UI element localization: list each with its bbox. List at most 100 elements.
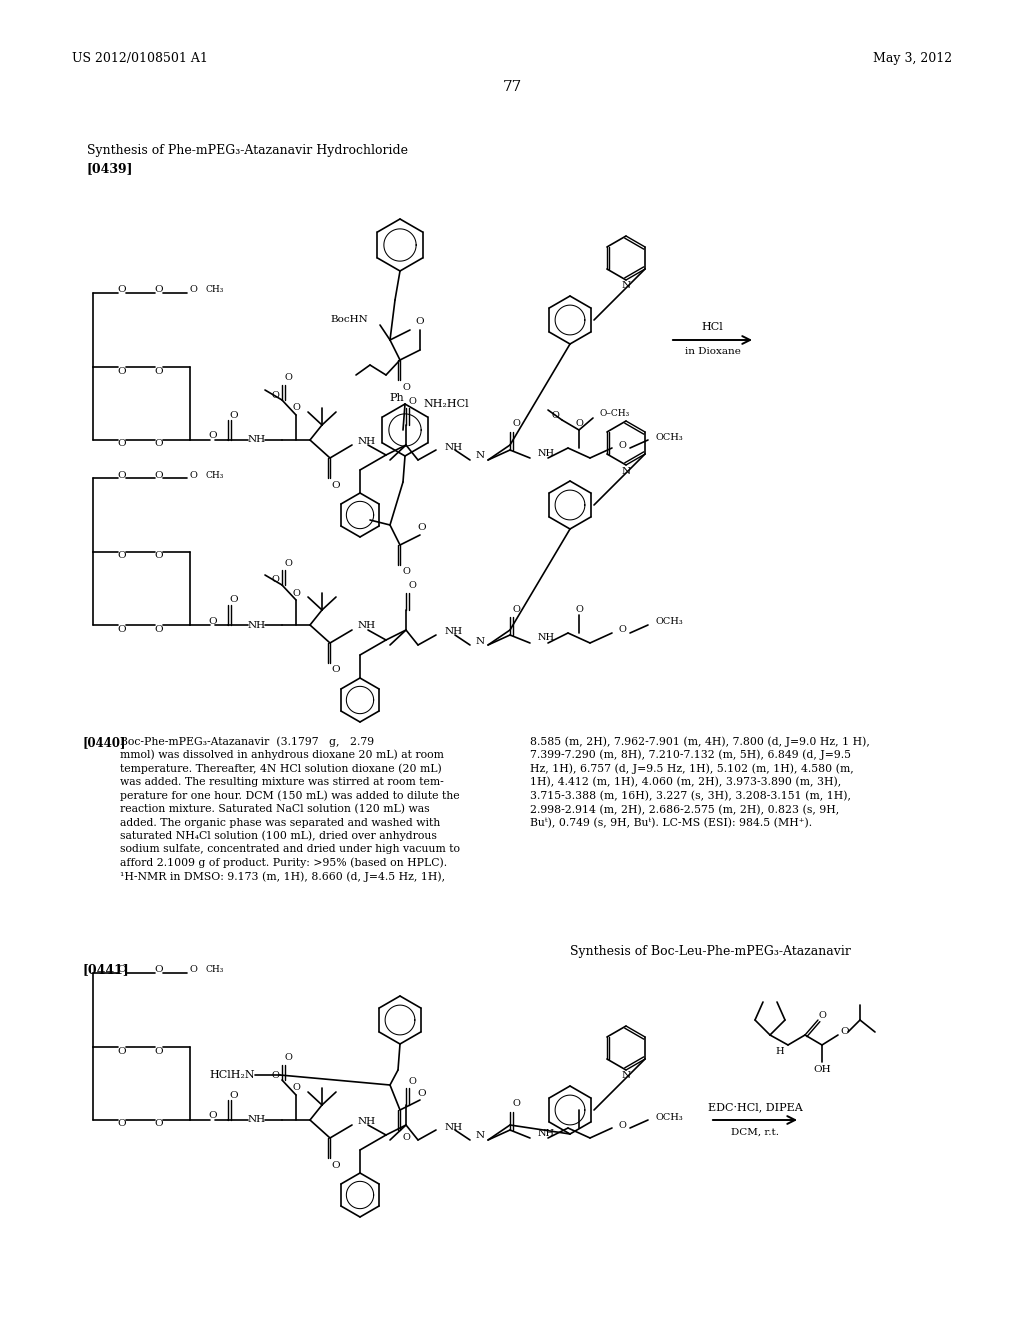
- Text: NH: NH: [248, 1115, 266, 1125]
- Text: O: O: [284, 374, 292, 383]
- Text: OCH₃: OCH₃: [655, 1113, 683, 1122]
- Text: HCl: HCl: [701, 322, 723, 333]
- Text: EDC·HCl, DIPEA: EDC·HCl, DIPEA: [708, 1102, 803, 1111]
- Text: O: O: [229, 1090, 239, 1100]
- Text: O: O: [418, 524, 426, 532]
- Text: O: O: [408, 1077, 416, 1085]
- Text: N: N: [475, 636, 484, 645]
- Text: OH: OH: [813, 1065, 830, 1074]
- Text: O: O: [155, 1119, 163, 1129]
- Text: Boc-Phe-mPEG₃-Atazanavir  (3.1797   g,   2.79
mmol) was dissolved in anhydrous d: Boc-Phe-mPEG₃-Atazanavir (3.1797 g, 2.79…: [120, 737, 460, 882]
- Text: N: N: [475, 451, 484, 461]
- Text: O: O: [332, 665, 340, 675]
- Text: NH: NH: [358, 622, 376, 631]
- Text: O: O: [512, 605, 520, 614]
- Text: O: O: [418, 1089, 426, 1097]
- Text: O: O: [332, 1160, 340, 1170]
- Text: NH: NH: [248, 436, 266, 445]
- Text: O: O: [402, 1133, 410, 1142]
- Text: in Dioxane: in Dioxane: [685, 347, 740, 356]
- Text: O: O: [155, 1047, 163, 1056]
- Text: [0440]: [0440]: [82, 737, 126, 748]
- Text: O: O: [118, 552, 126, 561]
- Text: O: O: [292, 1084, 300, 1093]
- Text: O–CH₃: O–CH₃: [600, 408, 630, 417]
- Text: NH: NH: [445, 627, 463, 636]
- Text: O: O: [209, 616, 217, 626]
- Text: 77: 77: [503, 81, 521, 94]
- Text: NH: NH: [445, 442, 463, 451]
- Text: O: O: [512, 1100, 520, 1109]
- Text: O: O: [271, 1071, 279, 1080]
- Text: N: N: [622, 1072, 631, 1081]
- Text: OCH₃: OCH₃: [655, 433, 683, 441]
- Text: NH: NH: [538, 634, 555, 643]
- Text: NH: NH: [248, 620, 266, 630]
- Text: O: O: [118, 1047, 126, 1056]
- Text: O: O: [155, 965, 163, 974]
- Text: O: O: [209, 1111, 217, 1121]
- Text: O: O: [292, 589, 300, 598]
- Text: O: O: [618, 1121, 626, 1130]
- Text: [0439]: [0439]: [87, 162, 133, 176]
- Text: O: O: [118, 965, 126, 974]
- Text: O: O: [155, 624, 163, 634]
- Text: US 2012/0108501 A1: US 2012/0108501 A1: [72, 51, 208, 65]
- Text: BocHN: BocHN: [331, 315, 368, 325]
- Text: NH: NH: [445, 1122, 463, 1131]
- Text: O: O: [155, 552, 163, 561]
- Text: O: O: [575, 605, 583, 614]
- Text: N: N: [475, 1131, 484, 1140]
- Text: May 3, 2012: May 3, 2012: [872, 51, 952, 65]
- Text: O: O: [402, 568, 410, 577]
- Text: O: O: [155, 470, 163, 479]
- Text: O: O: [189, 285, 197, 294]
- Text: O: O: [189, 965, 197, 974]
- Text: O: O: [818, 1011, 826, 1019]
- Text: Synthesis of Boc-Leu-Phe-mPEG₃-Atazanavir: Synthesis of Boc-Leu-Phe-mPEG₃-Atazanavi…: [570, 945, 851, 958]
- Text: O: O: [209, 432, 217, 441]
- Text: NH: NH: [538, 449, 555, 458]
- Text: O: O: [118, 470, 126, 479]
- Text: O: O: [618, 626, 626, 635]
- Text: O: O: [155, 285, 163, 294]
- Text: O: O: [271, 576, 279, 585]
- Text: O: O: [841, 1027, 849, 1036]
- Text: HClH₂N: HClH₂N: [209, 1071, 255, 1080]
- Text: O: O: [284, 558, 292, 568]
- Text: O: O: [189, 470, 197, 479]
- Text: Ph: Ph: [389, 393, 404, 403]
- Text: O: O: [118, 440, 126, 449]
- Text: O: O: [408, 396, 416, 405]
- Text: CH₃: CH₃: [205, 285, 223, 294]
- Text: O: O: [229, 595, 239, 605]
- Text: O: O: [402, 383, 410, 392]
- Text: O: O: [229, 411, 239, 420]
- Text: O: O: [118, 367, 126, 375]
- Text: O: O: [416, 318, 424, 326]
- Text: N: N: [622, 466, 631, 475]
- Text: DCM, r.t.: DCM, r.t.: [731, 1127, 779, 1137]
- Text: H: H: [776, 1048, 784, 1056]
- Text: O: O: [284, 1053, 292, 1063]
- Text: O: O: [118, 1119, 126, 1129]
- Text: O: O: [155, 367, 163, 375]
- Text: Synthesis of Phe-mPEG₃-Atazanavir Hydrochloride: Synthesis of Phe-mPEG₃-Atazanavir Hydroc…: [87, 144, 408, 157]
- Text: O: O: [155, 440, 163, 449]
- Text: NH: NH: [538, 1129, 555, 1138]
- Text: OCH₃: OCH₃: [655, 618, 683, 627]
- Text: O: O: [118, 624, 126, 634]
- Text: O: O: [551, 411, 559, 420]
- Text: CH₃: CH₃: [205, 965, 223, 974]
- Text: 8.585 (m, 2H), 7.962-7.901 (m, 4H), 7.800 (d, J=9.0 Hz, 1 H),
7.399-7.290 (m, 8H: 8.585 (m, 2H), 7.962-7.901 (m, 4H), 7.80…: [530, 737, 869, 828]
- Text: NH₂HCl: NH₂HCl: [423, 399, 469, 409]
- Text: O: O: [618, 441, 626, 450]
- Text: CH₃: CH₃: [205, 470, 223, 479]
- Text: N: N: [622, 281, 631, 290]
- Text: O: O: [271, 391, 279, 400]
- Text: O: O: [512, 420, 520, 429]
- Text: O: O: [292, 404, 300, 412]
- Text: O: O: [575, 420, 583, 429]
- Text: O: O: [118, 285, 126, 294]
- Text: NH: NH: [358, 1117, 376, 1126]
